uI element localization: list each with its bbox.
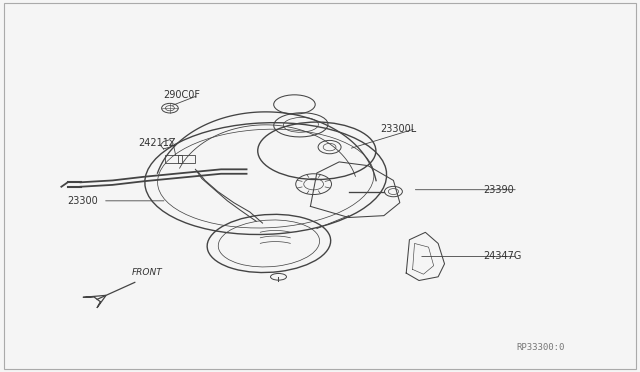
Text: 24211Z: 24211Z bbox=[138, 138, 175, 148]
Text: FRONT: FRONT bbox=[132, 268, 163, 277]
Text: 23300L: 23300L bbox=[381, 124, 417, 134]
Text: RP33300:0: RP33300:0 bbox=[516, 343, 564, 352]
Text: 24347G: 24347G bbox=[483, 251, 521, 262]
Text: 23300: 23300 bbox=[68, 196, 99, 206]
Text: 23390: 23390 bbox=[483, 185, 513, 195]
Text: 290C0F: 290C0F bbox=[164, 90, 200, 100]
